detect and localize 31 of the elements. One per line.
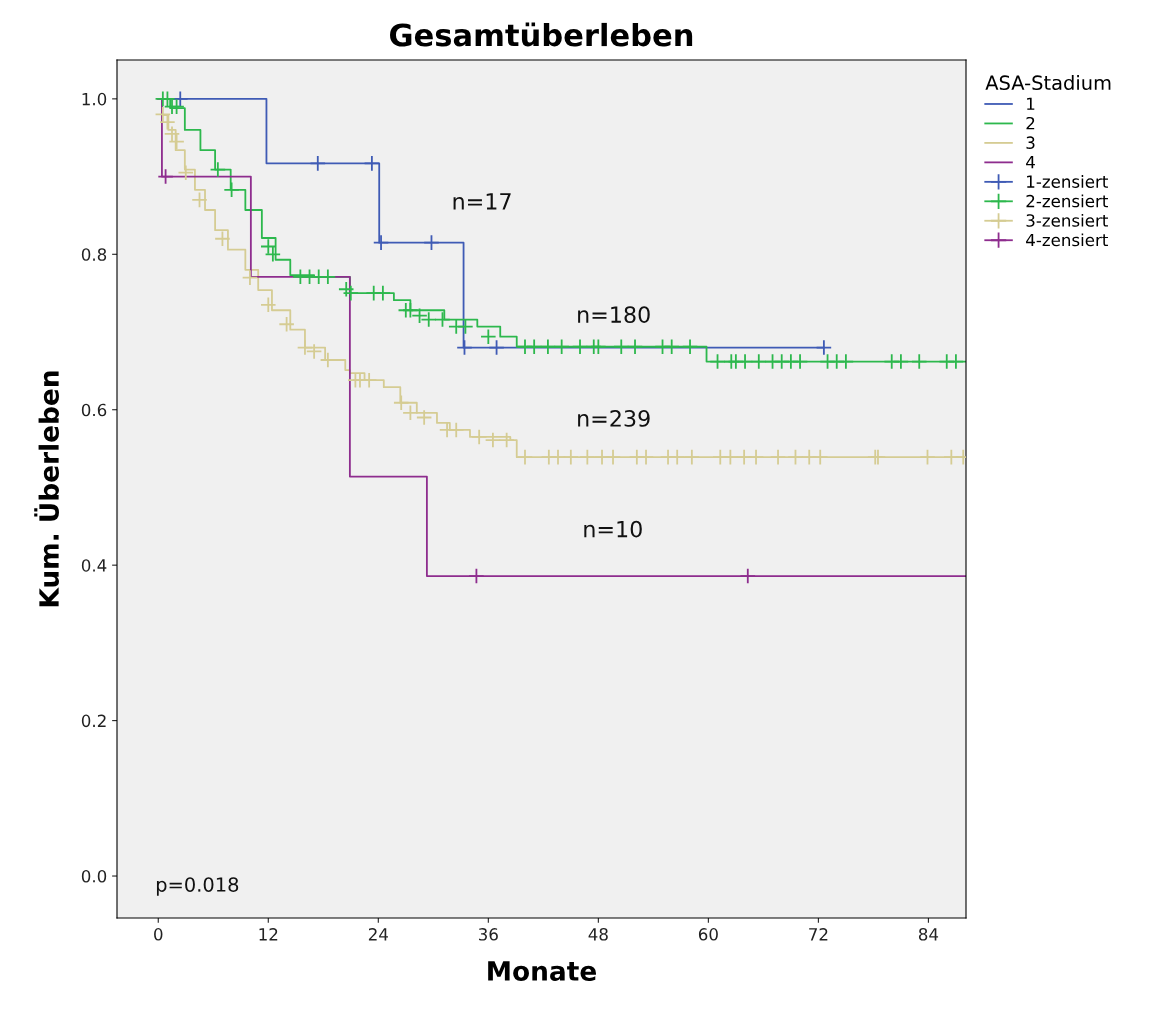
x-tick-label: 84	[918, 928, 939, 941]
annotation: n=239	[578, 410, 650, 427]
x-tick-label: 60	[698, 928, 718, 941]
annotation: n=10	[584, 520, 642, 538]
annotation: n=17	[453, 193, 511, 210]
y-tick-label: 0.6	[81, 403, 107, 417]
legend-label: 2-zensiert	[1026, 194, 1108, 208]
x-tick-label: 0	[154, 928, 163, 941]
y-tick-label: 0.4	[81, 559, 107, 572]
legend-label: 4	[1026, 156, 1035, 169]
y-axis-title: Kum. Überleben	[34, 371, 59, 607]
y-tick-label: 0.8	[81, 248, 107, 261]
y-tick-label: 0.2	[81, 714, 106, 728]
legend-label: 4-zensiert	[1026, 233, 1108, 247]
legend-label: 1-zensiert	[1027, 175, 1108, 188]
annotation: n=180	[578, 306, 650, 323]
legend-label: 3	[1026, 136, 1035, 149]
legend-label: 2	[1026, 116, 1035, 130]
legend-label: 1	[1027, 97, 1035, 110]
x-tick-label: 48	[588, 928, 608, 941]
annotation: p=0.018	[156, 877, 239, 896]
x-tick-label: 12	[259, 928, 278, 941]
x-axis-title: Monate	[488, 961, 596, 981]
x-tick-label: 72	[809, 928, 828, 941]
legend-label: 3-zensiert	[1026, 213, 1108, 227]
x-tick-label: 36	[478, 928, 498, 941]
y-tick-label: 1.0	[82, 92, 107, 106]
legend-title: ASA-Stadium	[985, 75, 1111, 91]
y-tick-label: 0.0	[81, 869, 107, 883]
chart-title: Gesamtüberleben	[390, 22, 693, 47]
x-tick-label: 24	[368, 928, 388, 941]
